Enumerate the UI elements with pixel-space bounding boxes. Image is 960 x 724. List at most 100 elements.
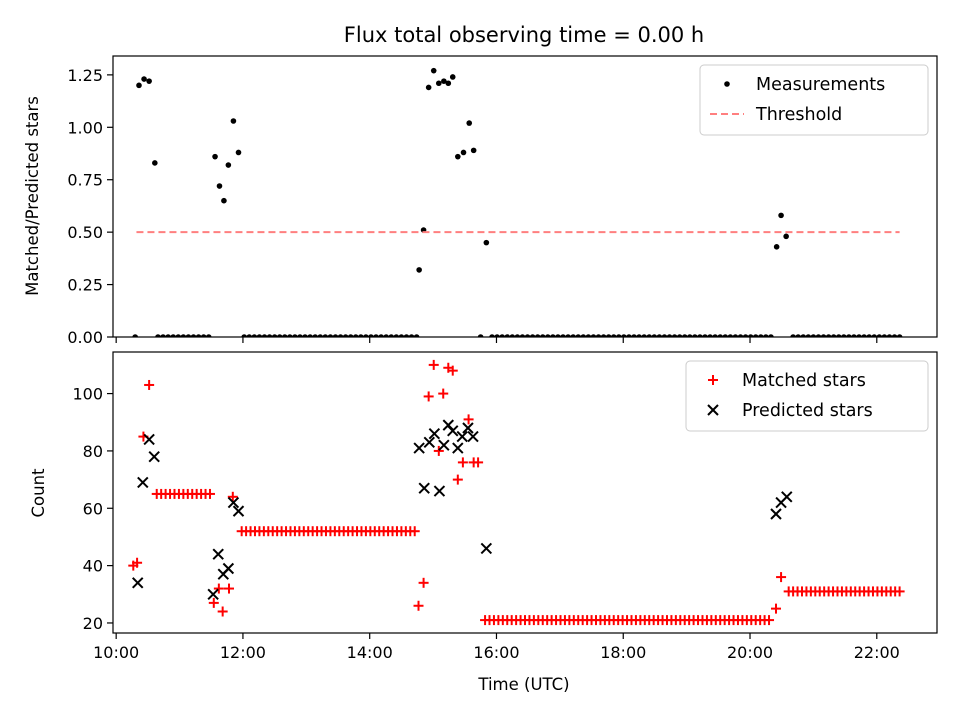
measurement-point: [702, 334, 708, 337]
measurement-point: [846, 334, 852, 337]
measurement-point: [737, 334, 744, 337]
matched-star-point: [208, 597, 219, 608]
top-y-axis-label: Matched/Predicted stars: [23, 96, 42, 296]
top-axis-ticks: 0.00 0.25 0.50 0.75 1.00 1.25: [67, 66, 878, 347]
measurement-point: [180, 334, 187, 337]
predicted-star-point: [480, 542, 493, 555]
matched-star-point: [473, 457, 484, 468]
measurement-point: [251, 334, 258, 337]
measurement-point: [621, 334, 627, 337]
measurement-point: [742, 334, 749, 337]
measurement-point: [815, 334, 822, 337]
measurement-point: [631, 334, 637, 337]
matched-star-point: [204, 488, 215, 499]
measurement-point: [425, 84, 432, 91]
measurement-point: [170, 334, 177, 337]
measurement-point: [141, 76, 147, 82]
measurement-point: [398, 334, 405, 337]
measurement-point: [757, 334, 764, 337]
measurement-point: [287, 334, 293, 337]
matched-star-point: [418, 577, 429, 588]
measurement-point: [378, 334, 384, 337]
measurement-point: [221, 197, 227, 204]
measurement-point: [856, 334, 862, 337]
measurement-point: [477, 334, 484, 337]
measurement-point: [347, 334, 354, 337]
measurement-point: [165, 334, 171, 337]
measurement-point: [175, 334, 182, 337]
measurement-point: [866, 334, 872, 337]
matched-star-point: [227, 491, 238, 502]
matched-star-point: [213, 583, 224, 594]
measurement-point: [358, 334, 364, 337]
bottom-panel: 10:00 12:00 14:00 16:00 18:00 20:00 22:00 20 40 6…: [29, 351, 938, 694]
predicted-star-point: [143, 433, 155, 446]
measurement-point: [795, 334, 801, 337]
measurement-point: [470, 147, 477, 154]
measurement-point: [790, 334, 796, 337]
predicted-star-point: [413, 442, 425, 454]
measurement-point: [408, 334, 415, 337]
measurement-point: [560, 334, 566, 337]
measurement-point: [727, 334, 734, 337]
predicted-star-point: [227, 496, 240, 509]
measurement-point: [732, 334, 739, 337]
measurement-point: [190, 334, 197, 337]
predicted-star-point: [462, 422, 474, 434]
measurement-point: [529, 334, 536, 337]
measurement-point: [585, 334, 592, 337]
measurement-point: [783, 233, 789, 240]
measurement-point: [132, 334, 138, 337]
measurement-point: [342, 334, 349, 337]
matched-star-point: [423, 391, 434, 402]
matched-star-point: [132, 557, 143, 568]
measurement-point: [810, 334, 817, 337]
legend-label: Threshold: [755, 105, 842, 125]
measurement-point: [241, 334, 248, 337]
y-tick-label: 1.00: [67, 118, 103, 137]
measurement-point: [155, 334, 161, 337]
measurement-point: [519, 334, 526, 337]
measurement-point: [616, 334, 622, 337]
legend-measurement-swatch: [724, 81, 730, 87]
measurement-point: [534, 334, 541, 337]
measurement-point: [861, 334, 867, 337]
measurement-point: [403, 334, 410, 337]
measurement-point: [692, 334, 698, 337]
measurement-point: [136, 82, 142, 89]
measurement-point: [514, 334, 521, 337]
measurement-point: [302, 334, 308, 337]
measurement-point: [483, 239, 490, 246]
measurement-point: [460, 149, 467, 156]
measurement-point: [820, 334, 827, 337]
measurement-point: [152, 160, 158, 166]
measurement-point: [363, 334, 369, 337]
measurement-point: [200, 334, 207, 337]
matched-star-point: [457, 457, 468, 468]
measurement-point: [322, 334, 329, 337]
predicted-star-point: [433, 485, 446, 497]
y-tick-label: 80: [83, 442, 103, 461]
measurement-point: [600, 334, 607, 337]
measurement-point: [281, 334, 288, 337]
measurement-point: [768, 334, 774, 337]
measurement-point: [332, 334, 339, 337]
measurement-point: [580, 334, 587, 337]
predicted-star-point: [770, 508, 782, 520]
measurement-point: [383, 334, 389, 337]
measurement-point: [626, 334, 632, 337]
measurement-point: [504, 334, 511, 337]
measurement-point: [661, 334, 668, 337]
measurement-point: [570, 334, 576, 337]
measurement-point: [317, 334, 324, 337]
measurement-point: [539, 334, 546, 337]
measurement-point: [235, 149, 242, 156]
matched-star-point: [433, 445, 444, 456]
predicted-star-point: [212, 548, 224, 560]
measurement-point: [373, 334, 379, 337]
measurement-point: [565, 334, 571, 337]
measurement-point: [891, 334, 898, 337]
measurement-point: [896, 334, 903, 337]
measurement-point: [646, 334, 653, 337]
measurement-point: [509, 334, 516, 337]
